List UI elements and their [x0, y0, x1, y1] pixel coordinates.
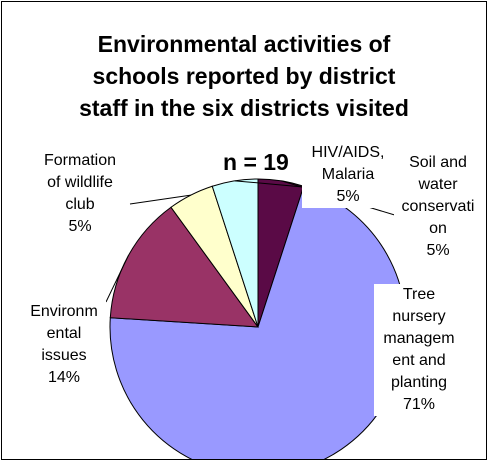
slice-label-text: Malaria — [321, 166, 375, 183]
chart-title: Environmental activities of schools repo… — [2, 28, 486, 124]
slice-label-text: Tree — [402, 286, 436, 303]
slice-label-text: HIV/AIDS, — [311, 144, 385, 161]
slice-label-soil-water: Soil and water conservati on 5% — [394, 152, 482, 262]
slice-label-text: water — [418, 176, 458, 193]
chart-title-line-1: Environmental activities of — [97, 31, 391, 57]
slice-label-environmental-issues: Environm ental issues 14% — [22, 301, 106, 389]
chart-title-line-3: staff in the six districts visited — [79, 95, 409, 121]
pie-slice-tree-nursery — [109, 185, 407, 459]
leader-line — [105, 255, 129, 303]
leader-line — [234, 180, 315, 189]
slice-label-text: managem — [383, 330, 455, 347]
slice-label-text: Environm — [30, 303, 98, 320]
slice-label-text: club — [65, 196, 95, 213]
slice-label-wildlife-club: Formation of wildlife club 5% — [32, 150, 128, 238]
slice-label-hiv-malaria: HIV/AIDS, Malaria 5% — [302, 142, 394, 208]
pie-slices — [109, 178, 407, 459]
slice-label-text: of wildlife — [47, 174, 113, 191]
slice-label-text: planting — [390, 374, 448, 391]
slice-label-text: nursery — [392, 308, 446, 325]
slice-label-text: issues — [41, 347, 87, 364]
slice-label-percent: 14% — [47, 369, 81, 386]
slice-label-percent: 5% — [426, 242, 450, 259]
slice-label-text: ental — [46, 325, 82, 342]
slice-label-percent: 5% — [68, 218, 92, 235]
slice-label-text: ent and — [392, 352, 446, 369]
chart-subtitle: n = 19 — [223, 149, 289, 175]
slice-label-text: Formation — [43, 152, 117, 169]
slice-label-text: Soil and — [409, 154, 467, 171]
slice-label-text: conservati — [401, 198, 475, 215]
slice-label-percent: 71% — [402, 396, 436, 413]
leader-line — [129, 194, 191, 205]
slice-label-tree-nursery: Tree nursery managem ent and planting 71… — [374, 284, 464, 416]
chart-title-line-2: schools reported by district — [92, 63, 396, 89]
slice-label-percent: 5% — [336, 188, 360, 205]
slice-label-text: on — [429, 220, 447, 237]
